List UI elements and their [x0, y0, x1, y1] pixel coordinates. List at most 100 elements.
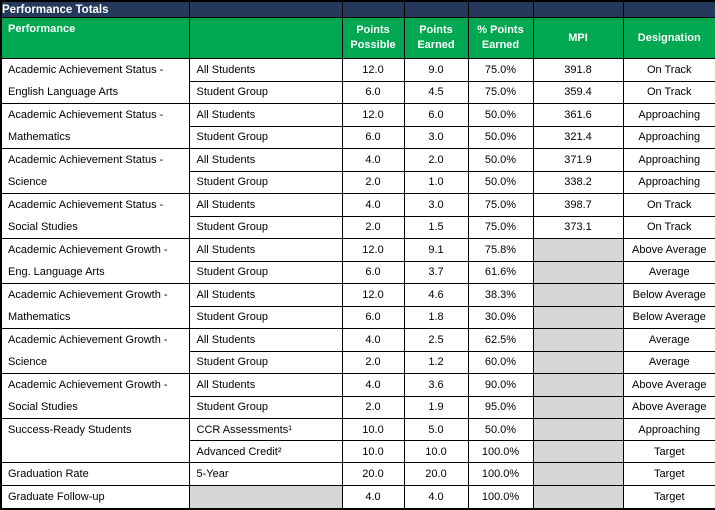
category-cell: Academic Achievement Status - Social Stud…: [0, 193, 190, 239]
designation-cell: Below Average: [622, 305, 715, 329]
points-earned-cell: 4.6: [403, 283, 469, 307]
column-header-performance: Performance: [0, 17, 190, 59]
points-earned-cell: 9.1: [403, 238, 469, 262]
points-earned-cell: 3.6: [403, 373, 469, 397]
category-cell: Academic Achievement Growth - Science: [0, 328, 190, 374]
points-possible-cell: 10.0: [341, 440, 405, 463]
category-cell: Academic Achievement Growth - Eng. Langua…: [0, 238, 190, 284]
designation-cell: Target: [622, 440, 715, 463]
mpi-cell: [532, 350, 624, 374]
points-possible-cell: 12.0: [341, 103, 405, 127]
table-row: Academic Achievement Growth - Social Stud…: [0, 373, 715, 419]
points-earned-cell: 1.2: [403, 350, 469, 374]
subgroup-cell: Advanced Credit²: [188, 440, 343, 463]
pct-points-earned-cell: 100.0%: [467, 485, 534, 510]
table-row: Academic Achievement Status - Science All …: [0, 148, 715, 194]
points-possible-cell: 20.0: [341, 462, 405, 486]
category-cell: Academic Achievement Status - Mathematics: [0, 103, 190, 149]
column-header-mpi: MPI: [532, 17, 624, 59]
table-row: Success-Ready Students CCR Assessments¹ 10…: [0, 418, 715, 463]
mpi-cell: [532, 440, 624, 463]
pct-points-earned-cell: 90.0%: [467, 373, 534, 397]
mpi-cell: [532, 373, 624, 397]
designation-cell: Approaching: [622, 125, 715, 149]
pct-points-earned-cell: 95.0%: [467, 395, 534, 419]
pct-points-earned-cell: 62.5%: [467, 328, 534, 352]
pct-points-earned-cell: 75.0%: [467, 58, 534, 82]
table-row: Academic Achievement Status - English Lan…: [0, 58, 715, 104]
points-earned-cell: 4.0: [403, 485, 469, 510]
subgroup-cell: Student Group: [188, 125, 343, 149]
points-earned-cell: 4.5: [403, 80, 469, 104]
category-line: Academic Achievement Status -: [8, 64, 164, 76]
table-row: Academic Achievement Growth - Science All …: [0, 328, 715, 374]
points-possible-cell: 12.0: [341, 283, 405, 307]
pct-points-earned-cell: 60.0%: [467, 350, 534, 374]
points-earned-cell: 5.0: [403, 418, 469, 441]
category-line: Success-Ready Students: [8, 424, 132, 436]
mpi-cell: 398.7: [532, 193, 624, 217]
category-line: Academic Achievement Growth -: [8, 379, 168, 391]
subgroup-cell: CCR Assessments¹: [188, 418, 343, 441]
column-header-subgroup: [188, 17, 343, 59]
points-possible-cell: 2.0: [341, 350, 405, 374]
points-earned-cell: 3.0: [403, 193, 469, 217]
designation-cell: On Track: [622, 58, 715, 82]
title-row-spacer: [622, 0, 715, 18]
designation-cell: Approaching: [622, 418, 715, 441]
table-row: Academic Achievement Growth - Mathematics…: [0, 283, 715, 329]
points-earned-cell: 1.9: [403, 395, 469, 419]
table-row: Graduation Rate 5-Year 20.0 20.0 100.0% Targe…: [0, 462, 715, 486]
category-cell: Academic Achievement Status - Science: [0, 148, 190, 194]
pct-points-earned-cell: 50.0%: [467, 170, 534, 194]
subgroup-cell: All Students: [188, 148, 343, 172]
title-row-spacer: [188, 0, 343, 18]
points-possible-cell: 2.0: [341, 215, 405, 239]
designation-cell: Below Average: [622, 283, 715, 307]
column-header-points-possible: Points Possible: [341, 17, 405, 59]
category-line: Academic Achievement Status -: [8, 199, 164, 211]
table-row: Academic Achievement Status - Social Stud…: [0, 193, 715, 239]
table-row: Graduate Follow-up 4.0 4.0 100.0% Target: [0, 485, 715, 510]
points-possible-cell: 2.0: [341, 395, 405, 419]
category-cell: Academic Achievement Growth - Mathematics: [0, 283, 190, 329]
mpi-cell: 338.2: [532, 170, 624, 194]
designation-cell: Average: [622, 328, 715, 352]
category-line: Academic Achievement Growth -: [8, 334, 168, 346]
points-possible-cell: 6.0: [341, 260, 405, 284]
title-row-spacer: [403, 0, 469, 18]
points-possible-cell: 12.0: [341, 58, 405, 82]
mpi-cell: 391.8: [532, 58, 624, 82]
category-line: Graduate Follow-up: [8, 491, 105, 503]
table-row: Student Group 2.0 1.0 50.0% 338.2 Approaching: [1, 170, 715, 194]
points-possible-cell: 4.0: [341, 193, 405, 217]
header-row: Performance Points Possible Points Earne…: [0, 17, 715, 59]
points-possible-cell: 4.0: [341, 485, 405, 510]
designation-cell: Average: [622, 350, 715, 374]
category-line: Science: [8, 356, 48, 368]
points-earned-cell: 3.0: [403, 125, 469, 149]
mpi-cell: 373.1: [532, 215, 624, 239]
title-row-spacer: [532, 0, 624, 18]
mpi-cell: [532, 328, 624, 352]
designation-cell: Above Average: [622, 395, 715, 419]
mpi-cell: [532, 238, 624, 262]
pct-points-earned-cell: 30.0%: [467, 305, 534, 329]
table-row: Academic Achievement Growth - Eng. Langua…: [0, 238, 715, 284]
title-row-spacer: [467, 0, 534, 18]
category-line: English Language Arts: [8, 86, 119, 98]
points-possible-cell: 2.0: [341, 170, 405, 194]
category-line: Eng. Language Arts: [8, 266, 105, 278]
points-possible-cell: 12.0: [341, 238, 405, 262]
mpi-cell: 361.6: [532, 103, 624, 127]
column-header-pct-points-earned: % Points Earned: [467, 17, 534, 59]
points-possible-cell: 4.0: [341, 148, 405, 172]
points-earned-cell: 2.5: [403, 328, 469, 352]
category-line: Graduation Rate: [8, 468, 89, 480]
subgroup-cell: All Students: [188, 328, 343, 352]
mpi-cell: [532, 462, 624, 486]
subgroup-cell: Student Group: [188, 170, 343, 194]
table-row: Student Group 6.0 3.0 50.0% 321.4 Approaching: [1, 125, 715, 149]
